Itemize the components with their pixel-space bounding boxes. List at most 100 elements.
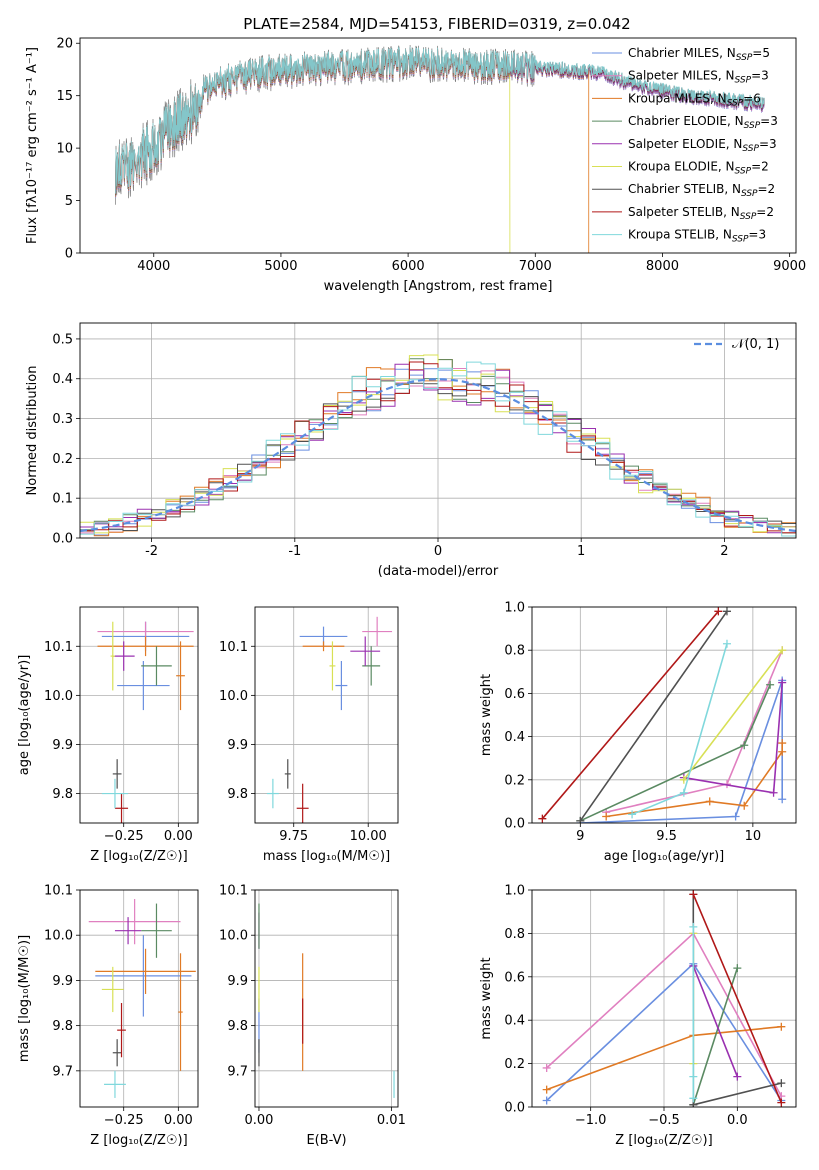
- spectrum-lines: [115, 44, 765, 253]
- plus-marker: [689, 890, 698, 899]
- legend-label: Salpeter STELIB, NSSP=2: [628, 205, 774, 222]
- y-tick-label: 0.2: [504, 1057, 525, 1072]
- plus-marker: [769, 788, 778, 797]
- error-bar-point: [88, 899, 181, 945]
- y-tick-label: 10.1: [219, 884, 248, 899]
- y-tick-label: 0.0: [504, 1101, 525, 1116]
- y-tick-label: 0.8: [504, 927, 525, 942]
- y-tick-label: 10.1: [219, 640, 248, 655]
- x-axis-label: Z [log₁₀(Z/Z☉)]: [90, 849, 187, 864]
- error-bar-point: [110, 621, 115, 691]
- plus-marker: [778, 747, 787, 756]
- error-bar-point: [176, 641, 185, 711]
- y-tick-label: 0.0: [504, 817, 525, 832]
- x-tick-label: 0.01: [377, 1113, 406, 1128]
- x-tick-label: 2: [720, 544, 728, 559]
- error-bars: [266, 616, 393, 823]
- axes-frame: [531, 606, 797, 824]
- y-tick-label: 0.4: [504, 730, 525, 745]
- y-axis-label: Normed distribution: [25, 366, 40, 496]
- x-tick-label: 10: [745, 829, 762, 844]
- error-bar-point: [335, 661, 348, 711]
- x-tick-label: 5000: [264, 259, 297, 274]
- x-tick-label: 6000: [392, 259, 425, 274]
- axes-frame: [79, 889, 199, 1108]
- plus-marker: [733, 1072, 742, 1081]
- x-axis-label: mass [log₁₀(M/M☉)]: [263, 849, 390, 864]
- axes-frame: [79, 606, 199, 824]
- x-tick-label: 0: [434, 544, 442, 559]
- legend-label: Kroupa STELIB, NSSP=3: [628, 228, 766, 245]
- legend-label: Chabrier MILES, NSSP=5: [628, 46, 770, 63]
- salpeter-elodie-weight-line: [692, 965, 739, 1077]
- y-tick-label: 5: [65, 194, 73, 209]
- legend-label: Salpeter ELODIE, NSSP=3: [628, 137, 777, 154]
- weight-lines: [542, 890, 786, 1107]
- mass-weight-vs-metallicity-panel: −1.0 −0.5 0.0 0.0 0.2 0.4 0.6 0.8 1.0 Z [log₁₀(Z/…: [479, 884, 797, 1148]
- y-tick-label: 0.8: [504, 644, 525, 659]
- error-bar-point: [284, 759, 291, 789]
- error-bar-point: [97, 636, 194, 657]
- age-vs-metallicity-panel: −0.25 0.00 9.8 9.9 10.0 10.1 Z [log₁₀(Z/Z☉)] ag…: [17, 606, 199, 864]
- error-bar-point: [141, 646, 172, 686]
- x-tick-label: 10.00: [350, 829, 387, 844]
- legend-label: Kroupa ELODIE, NSSP=2: [628, 160, 769, 177]
- x-tick-label: −0.25: [104, 829, 144, 844]
- plus-marker: [689, 922, 698, 931]
- plus-marker: [628, 810, 637, 819]
- error-bar-point: [101, 966, 124, 1013]
- y-tick-label: 20: [56, 37, 73, 52]
- y-tick-label: 9.9: [227, 974, 248, 989]
- error-bar-point: [112, 641, 135, 671]
- error-bar-point: [296, 783, 309, 823]
- legend-label: Kroupa MILES, NSSP=6: [628, 91, 761, 108]
- y-tick-label: 0.4: [52, 372, 73, 387]
- plus-marker: [777, 1022, 786, 1031]
- y-tick-label: 9.9: [52, 738, 73, 753]
- axes-frame: [79, 37, 797, 254]
- plus-marker: [689, 1072, 698, 1081]
- plus-marker: [679, 775, 688, 784]
- y-tick-label: 1.0: [504, 884, 525, 899]
- legend-label: 𝒩(0, 1): [732, 337, 779, 352]
- axes-frame: [254, 606, 399, 824]
- error-bar-point: [141, 903, 172, 958]
- x-axis-label: Z [log₁₀(Z/Z☉)]: [615, 1133, 712, 1148]
- plus-marker: [731, 812, 740, 821]
- legend-label: Salpeter MILES, NSSP=3: [628, 69, 769, 86]
- y-tick-label: 10.0: [44, 689, 73, 704]
- x-tick-label: −0.25: [104, 1113, 144, 1128]
- error-bars: [88, 899, 196, 1098]
- error-bars: [258, 903, 395, 1098]
- plus-marker: [705, 797, 714, 806]
- y-axis-label: age [log₁₀(age/yr)]: [17, 655, 32, 776]
- error-bar-point: [266, 778, 279, 809]
- y-tick-label: 0.6: [504, 687, 525, 702]
- plus-marker: [542, 1085, 551, 1094]
- y-tick-label: 0.2: [52, 452, 73, 467]
- x-tick-label: 1: [577, 544, 585, 559]
- y-tick-label: 9.9: [227, 738, 248, 753]
- error-bar-point: [112, 1039, 122, 1067]
- plus-marker: [538, 814, 547, 823]
- y-tick-label: 9.8: [227, 787, 248, 802]
- y-tick-label: 0.1: [52, 492, 73, 507]
- salpeter-elodie-weight-line: [683, 682, 783, 794]
- residual-histogram-panel: -2 -1 0 1 2 0.0 0.1 0.2 0.3 0.4 0.5 (data-model)/er…: [25, 322, 797, 579]
- error-bar-point: [350, 636, 381, 666]
- error-bar-point: [178, 953, 183, 1071]
- y-tick-label: 0.5: [52, 332, 73, 347]
- plus-marker: [740, 801, 749, 810]
- histograms: [80, 354, 796, 537]
- y-tick-label: 10: [56, 142, 73, 157]
- y-tick-label: 15: [56, 89, 73, 104]
- plus-marker: [714, 607, 723, 616]
- error-bars: [97, 621, 194, 823]
- x-tick-label: -1: [288, 544, 301, 559]
- x-tick-label: -2: [145, 544, 158, 559]
- x-tick-label: −0.5: [648, 1113, 680, 1128]
- chabrier-stelib-weight-line: [579, 610, 728, 822]
- plus-marker: [679, 788, 688, 797]
- mass-weight-vs-age-panel: 9 9.5 10 0.0 0.2 0.4 0.6 0.8 1.0 age [log₁₀(age/y…: [479, 601, 797, 864]
- error-bar-point: [101, 778, 129, 809]
